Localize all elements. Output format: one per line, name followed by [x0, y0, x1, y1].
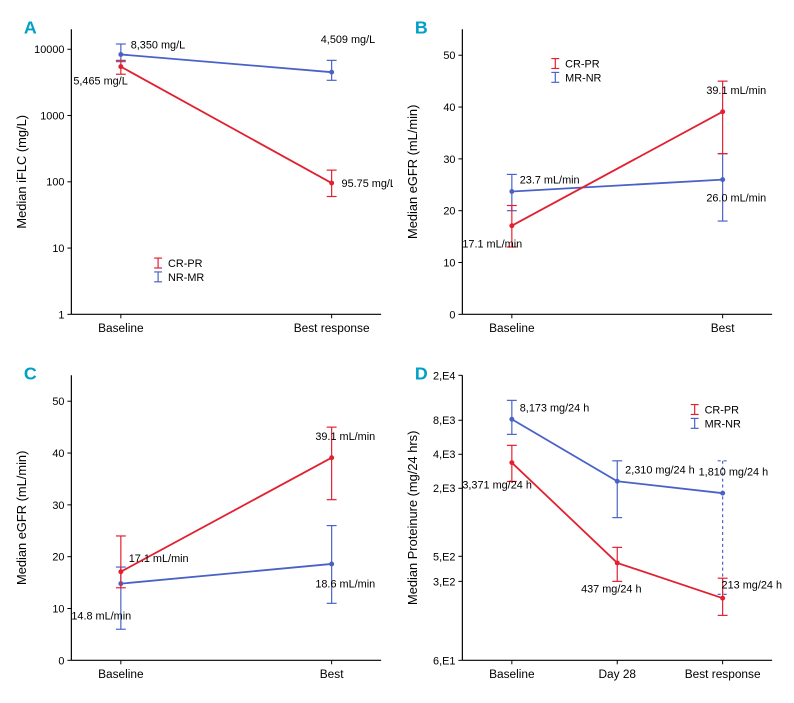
ytick-label: 40 — [52, 448, 64, 460]
ytick-label: 10000 — [34, 44, 64, 56]
panel-letter: D — [415, 363, 428, 383]
x-category-label: Best — [320, 667, 344, 681]
series-line-crpr — [512, 112, 723, 226]
x-category-label: Baseline — [489, 321, 535, 335]
y-axis-label: Median eGFR (mL/min) — [14, 450, 29, 584]
data-point — [720, 177, 725, 182]
data-point — [615, 478, 620, 483]
value-label: 3,371 mg/24 h — [462, 479, 532, 491]
value-label: 8,173 mg/24 h — [520, 402, 590, 414]
legend-label: CR-PR — [168, 258, 203, 270]
data-point — [329, 181, 334, 186]
value-label: 213 mg/24 h — [722, 579, 782, 591]
value-label: 14.8 mL/min — [71, 610, 131, 622]
data-point — [329, 561, 334, 566]
x-category-label: Baseline — [98, 667, 144, 681]
value-label: 23.7 mL/min — [520, 175, 580, 187]
legend-label: CR-PR — [565, 58, 600, 70]
x-category-label: Best response — [685, 667, 761, 681]
panel-a: A 1 10 100 1000 10000 Median iFLC (mg/L) Baseli… — [10, 10, 393, 348]
panel-grid: A110100100010000Median iFLC (mg/L)Baseli… — [10, 10, 784, 693]
data-point — [118, 569, 123, 574]
y-axis-label: Median Proteinure (mg/24 hrs) — [405, 430, 420, 604]
value-label: 39.1 mL/min — [706, 85, 766, 97]
data-point — [118, 64, 123, 69]
ytick-label: 40 — [443, 102, 455, 114]
ytick-label: 20 — [443, 206, 455, 218]
x-category-label: Day 28 — [598, 667, 636, 681]
ytick-label: 10 — [52, 603, 64, 615]
ytick-label: 2,E3 — [433, 483, 455, 495]
data-point — [509, 189, 514, 194]
data-point — [720, 109, 725, 114]
ytick-label: 50 — [52, 396, 64, 408]
ytick-label: 50 — [443, 50, 455, 62]
value-label: 8,350 mg/L — [131, 40, 185, 52]
x-category-label: Best — [711, 321, 735, 335]
legend-label: NR-MR — [168, 272, 204, 284]
data-point — [118, 52, 123, 57]
data-point — [509, 460, 514, 465]
series-line-crpr — [121, 67, 332, 183]
data-point — [329, 455, 334, 460]
value-label: 17.1 mL/min — [129, 552, 189, 564]
ytick-label: 10 — [52, 243, 64, 255]
value-label: 39.1 mL/min — [315, 430, 375, 442]
value-label: 18.6 mL/min — [315, 578, 375, 590]
x-category-label: Best response — [294, 321, 370, 335]
value-label: 4,509 mg/L — [321, 34, 375, 46]
ytick-label: 30 — [52, 499, 64, 511]
panel-d: D 6,E1 3,E2 5,E2 2,E3 4,E3 8,E3 2,E4 Median Prot… — [401, 356, 784, 694]
panel-c: C 0 10 20 30 40 50 Median eGFR (mL/min) Baseline… — [10, 356, 393, 694]
ytick-label: 1000 — [40, 110, 64, 122]
value-label: 17.1 mL/min — [462, 238, 522, 250]
value-label: 437 mg/24 h — [581, 583, 641, 595]
data-point — [509, 223, 514, 228]
ytick-label: 10 — [443, 257, 455, 269]
legend-label: MR-NR — [705, 418, 741, 430]
ytick-label: 1 — [58, 309, 64, 321]
ytick-label: 5,E2 — [433, 551, 455, 563]
value-label: 26.0 mL/min — [706, 192, 766, 204]
y-axis-label: Median eGFR (mL/min) — [405, 105, 420, 239]
panel-letter: A — [24, 17, 37, 37]
value-label: 5,465 mg/L — [73, 75, 127, 87]
legend-label: MR-NR — [565, 72, 601, 84]
data-point — [509, 416, 514, 421]
value-label: 1,810 mg/24 h — [699, 466, 769, 478]
panel-letter: B — [415, 17, 428, 37]
x-category-label: Baseline — [98, 321, 144, 335]
data-point — [720, 595, 725, 600]
ytick-label: 8,E3 — [433, 415, 455, 427]
value-label: 2,310 mg/24 h — [625, 464, 695, 476]
series-line-mrnr — [121, 563, 332, 583]
value-label: 95.75 mg/L — [342, 178, 393, 190]
data-point — [615, 560, 620, 565]
x-category-label: Baseline — [489, 667, 535, 681]
ytick-label: 6,E1 — [433, 655, 455, 667]
ytick-label: 20 — [52, 551, 64, 563]
ytick-label: 0 — [58, 655, 64, 667]
y-axis-label: Median iFLC (mg/L) — [14, 115, 29, 229]
series-line-mrnr — [121, 54, 332, 72]
ytick-label: 3,E2 — [433, 576, 455, 588]
ytick-label: 2,E4 — [433, 370, 455, 382]
panel-letter: C — [24, 363, 37, 383]
data-point — [720, 490, 725, 495]
ytick-label: 30 — [443, 154, 455, 166]
ytick-label: 100 — [46, 177, 64, 189]
legend-label: CR-PR — [705, 404, 740, 416]
ytick-label: 4,E3 — [433, 449, 455, 461]
data-point — [329, 70, 334, 75]
panel-b: B 0 10 20 30 40 50 Median eGFR (mL/min) Baseline… — [401, 10, 784, 348]
ytick-label: 0 — [449, 309, 455, 321]
